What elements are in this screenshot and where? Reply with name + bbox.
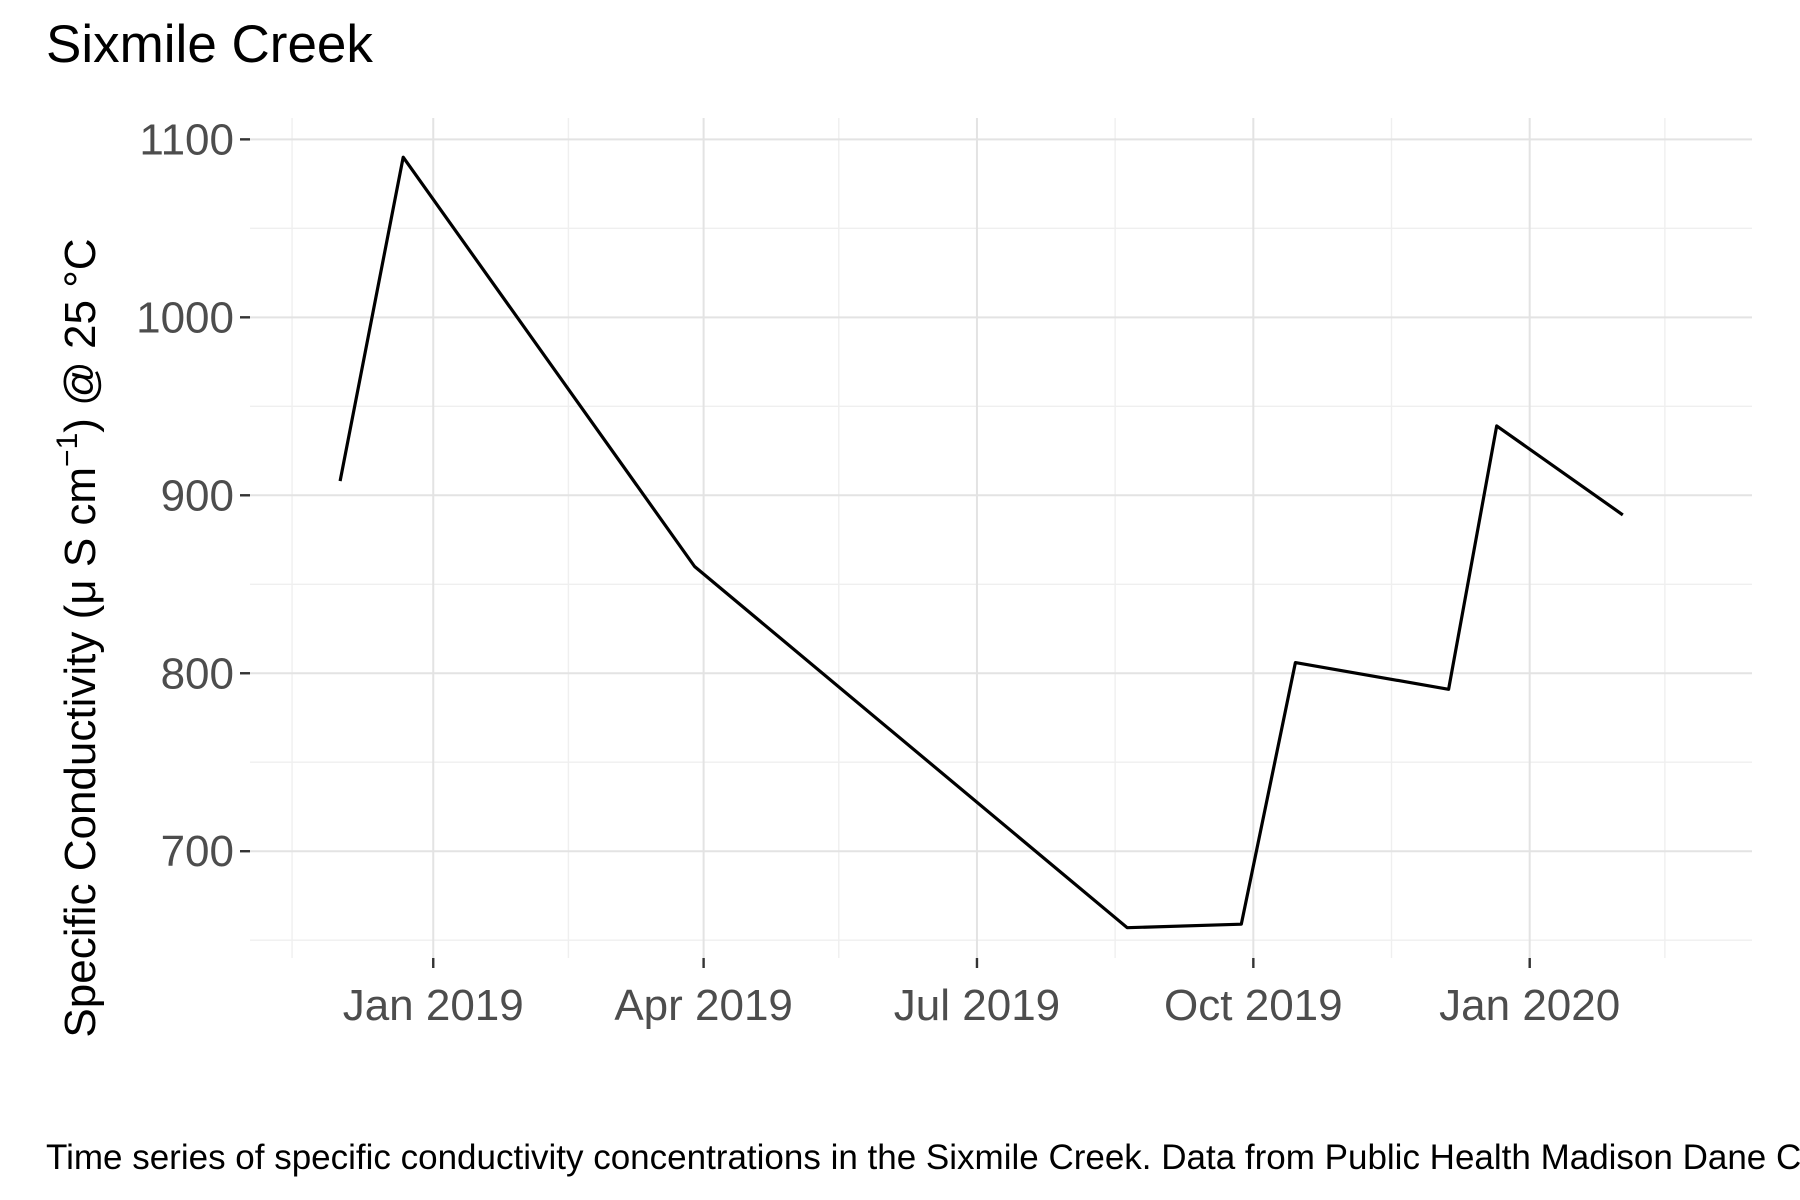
major-x-gridlines: [432, 118, 1531, 958]
y-axis-label-tail: ) @ 25 °C: [56, 238, 105, 432]
x-tick-label: Jul 2019: [894, 981, 1060, 1030]
x-tick-label: Oct 2019: [1164, 981, 1343, 1030]
y-axis-label-main: Specific Conductivity (μ S cm: [56, 467, 105, 1038]
y-tick-label: 800: [161, 649, 234, 698]
y-axis-ticks: 700 800 900 1000 1100: [136, 115, 250, 876]
x-axis-ticks: Jan 2019 Apr 2019 Jul 2019 Oct 2019 Jan 2020: [343, 958, 1620, 1030]
x-tick-label: Jan 2019: [343, 981, 524, 1030]
minor-x-gridlines: [291, 118, 1666, 958]
series-line: [338, 155, 1624, 930]
x-tick-label: Jan 2020: [1439, 981, 1620, 1030]
y-tick-label: 700: [161, 827, 234, 876]
major-y-gridlines: [250, 138, 1752, 853]
chart-caption: Time series of specific conductivity con…: [46, 1138, 1800, 1177]
chart-title: Sixmile Creek: [46, 15, 373, 74]
x-tick-label: Apr 2019: [614, 981, 793, 1030]
y-axis-label: Specific Conductivity (μ S cm−1) @ 25 °C: [51, 238, 105, 1037]
series-layer: [338, 155, 1624, 930]
minor-y-gridlines: [250, 227, 1752, 941]
y-tick-label: 1100: [139, 115, 234, 164]
y-tick-label: 900: [161, 471, 234, 520]
y-tick-label: 1000: [136, 293, 234, 342]
y-axis-label-superscript: −1: [51, 433, 84, 467]
